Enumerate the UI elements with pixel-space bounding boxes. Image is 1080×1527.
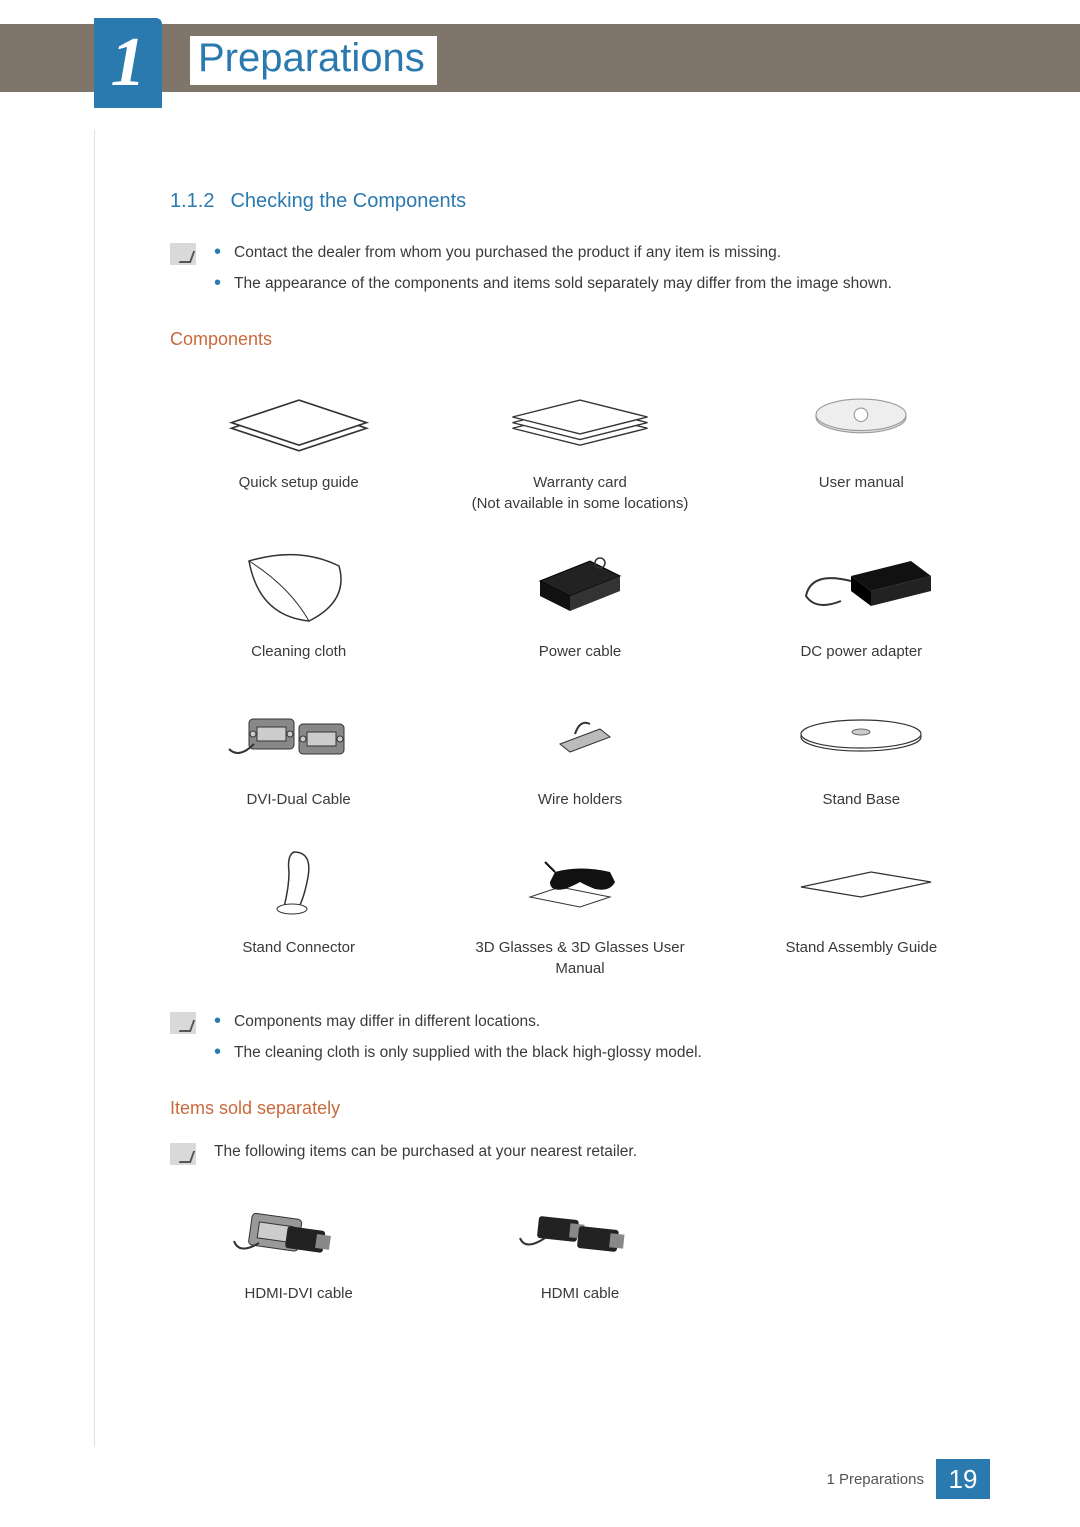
chapter-number: 1 <box>111 28 146 98</box>
footer-chapter-label: 1 Preparations <box>826 1471 936 1488</box>
dvi-cable-icon <box>170 689 427 779</box>
component-sublabel: (Not available in some locations) <box>451 493 708 515</box>
3d-glasses-icon <box>451 837 708 927</box>
component-cell: User manual <box>733 372 990 516</box>
component-cell: 3D Glasses & 3D Glasses User Manual <box>451 837 708 981</box>
note-list: Contact the dealer from whom you purchas… <box>214 241 892 303</box>
stand-connector-icon <box>170 837 427 927</box>
component-label: Quick setup guide <box>170 472 427 494</box>
note-block-mid: Components may differ in different locat… <box>170 1010 990 1072</box>
component-label: Wire holders <box>451 789 708 811</box>
page-number: 19 <box>936 1459 990 1499</box>
list-item: The cleaning cloth is only supplied with… <box>214 1041 702 1066</box>
separate-note-text: The following items can be purchased at … <box>214 1141 637 1165</box>
note-block-top: Contact the dealer from whom you purchas… <box>170 241 990 303</box>
hdmi-dvi-cable-icon <box>170 1183 427 1273</box>
note-icon <box>170 1143 196 1165</box>
component-label: Stand Assembly Guide <box>733 937 990 959</box>
list-item: The appearance of the components and ite… <box>214 272 892 297</box>
component-cell: Quick setup guide <box>170 372 427 516</box>
assembly-guide-icon <box>733 837 990 927</box>
quick-setup-guide-icon <box>170 372 427 462</box>
component-label: 3D Glasses & 3D Glasses User Manual <box>451 937 708 981</box>
note-icon <box>170 243 196 265</box>
component-label: DVI-Dual Cable <box>170 789 427 811</box>
separate-cell: HDMI-DVI cable <box>170 1183 427 1305</box>
list-item: Contact the dealer from whom you purchas… <box>214 241 892 266</box>
component-cell: Stand Connector <box>170 837 427 981</box>
component-label: Cleaning cloth <box>170 641 427 663</box>
component-label: User manual <box>733 472 990 494</box>
hdmi-cable-icon <box>451 1183 708 1273</box>
component-label: Warranty card <box>451 472 708 494</box>
components-grid: Quick setup guide Warranty card (Not ava… <box>170 372 990 981</box>
component-cell: Power cable <box>451 541 708 663</box>
component-label: Power cable <box>451 641 708 663</box>
component-cell: Stand Assembly Guide <box>733 837 990 981</box>
separate-grid: HDMI-DVI cable HDMI cable <box>170 1183 990 1305</box>
component-label: Stand Base <box>733 789 990 811</box>
wire-holders-icon <box>451 689 708 779</box>
separate-heading: Items sold separately <box>170 1098 990 1119</box>
separate-cell: HDMI cable <box>451 1183 708 1305</box>
separate-label: HDMI-DVI cable <box>170 1283 427 1305</box>
note-block-separate: The following items can be purchased at … <box>170 1141 990 1165</box>
note-list: Components may differ in different locat… <box>214 1010 702 1072</box>
power-cable-icon <box>451 541 708 631</box>
user-manual-icon <box>733 372 990 462</box>
component-cell: DC power adapter <box>733 541 990 663</box>
component-cell: Stand Base <box>733 689 990 811</box>
warranty-card-icon <box>451 372 708 462</box>
note-icon <box>170 1012 196 1034</box>
dc-adapter-icon <box>733 541 990 631</box>
list-item: Components may differ in different locat… <box>214 1010 702 1035</box>
section-title: Checking the Components <box>230 190 466 212</box>
stand-base-icon <box>733 689 990 779</box>
page-content: 1.1.2 Checking the Components Contact the… <box>170 190 990 1304</box>
page-footer: 1 Preparations 19 <box>826 1459 990 1499</box>
component-label: Stand Connector <box>170 937 427 959</box>
separate-label: HDMI cable <box>451 1283 708 1305</box>
header-bar <box>0 24 1080 92</box>
component-cell: DVI-Dual Cable <box>170 689 427 811</box>
component-cell: Cleaning cloth <box>170 541 427 663</box>
chapter-number-badge: 1 <box>94 18 162 108</box>
components-heading: Components <box>170 329 990 350</box>
cleaning-cloth-icon <box>170 541 427 631</box>
chapter-title: Preparations <box>190 36 437 85</box>
component-cell: Warranty card (Not available in some loc… <box>451 372 708 516</box>
component-label: DC power adapter <box>733 641 990 663</box>
section-heading: 1.1.2 Checking the Components <box>170 190 990 213</box>
section-number: 1.1.2 <box>170 190 214 212</box>
left-margin-rule <box>94 130 95 1447</box>
component-cell: Wire holders <box>451 689 708 811</box>
